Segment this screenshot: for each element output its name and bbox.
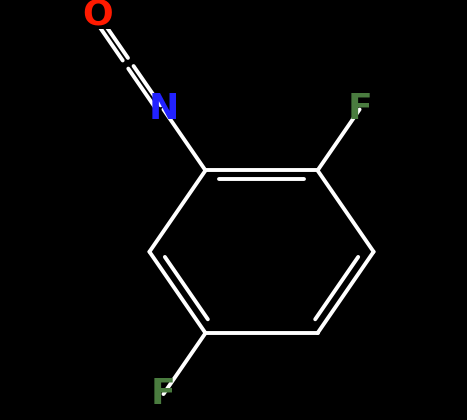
Text: F: F — [347, 92, 372, 126]
Text: O: O — [83, 0, 113, 32]
Text: N: N — [148, 92, 179, 126]
Text: F: F — [151, 377, 176, 411]
